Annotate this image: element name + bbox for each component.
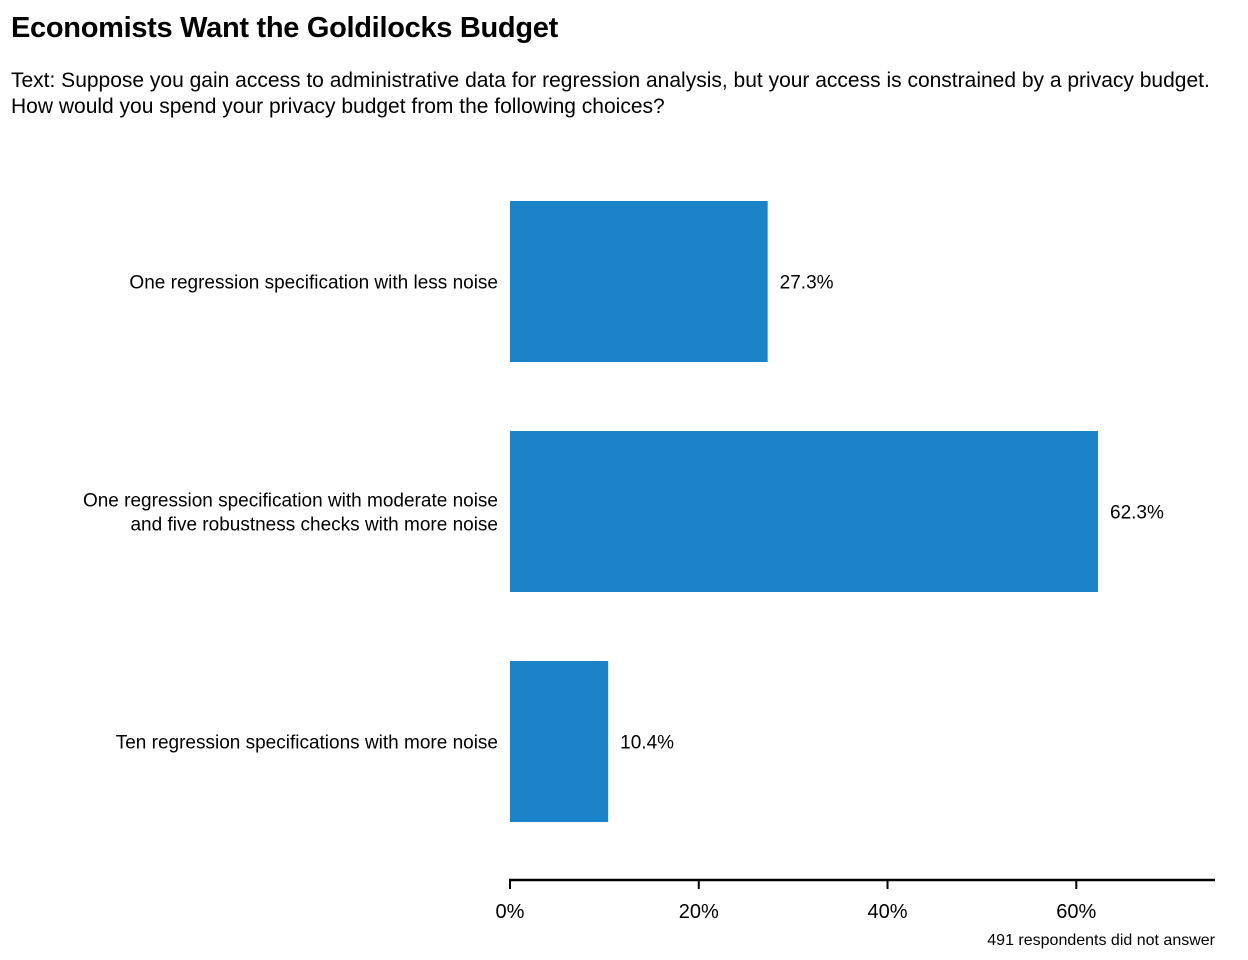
x-tick-label-1: 20% xyxy=(679,901,719,923)
category-labels-layer: One regression specification with less n… xyxy=(83,273,498,754)
value-label-3: 10.4% xyxy=(620,733,674,754)
x-tick-label-2: 40% xyxy=(868,901,908,923)
x-tick-label-3: 60% xyxy=(1056,901,1096,923)
x-tick-label-0: 0% xyxy=(496,901,525,923)
chart-subtitle: Text: Suppose you gain access to adminis… xyxy=(11,69,1210,118)
bar-2 xyxy=(510,431,1098,592)
bar-1 xyxy=(510,201,768,362)
chart-title: Economists Want the Goldilocks Budget xyxy=(11,12,558,44)
value-labels-layer: 27.3% 62.3% 10.4% xyxy=(620,273,1164,754)
x-axis: 0% 20% 40% 60% xyxy=(496,878,1215,923)
value-label-1: 27.3% xyxy=(780,273,834,294)
category-label-1: One regression specification with less n… xyxy=(129,273,498,294)
bar-3 xyxy=(510,661,609,822)
bars-layer xyxy=(510,201,1098,822)
category-label-3: Ten regression specifications with more … xyxy=(116,733,498,754)
value-label-2: 62.3% xyxy=(1110,503,1164,524)
category-label-2: One regression specification with modera… xyxy=(83,491,498,536)
chart-caption: 491 respondents did not answer xyxy=(987,932,1215,949)
